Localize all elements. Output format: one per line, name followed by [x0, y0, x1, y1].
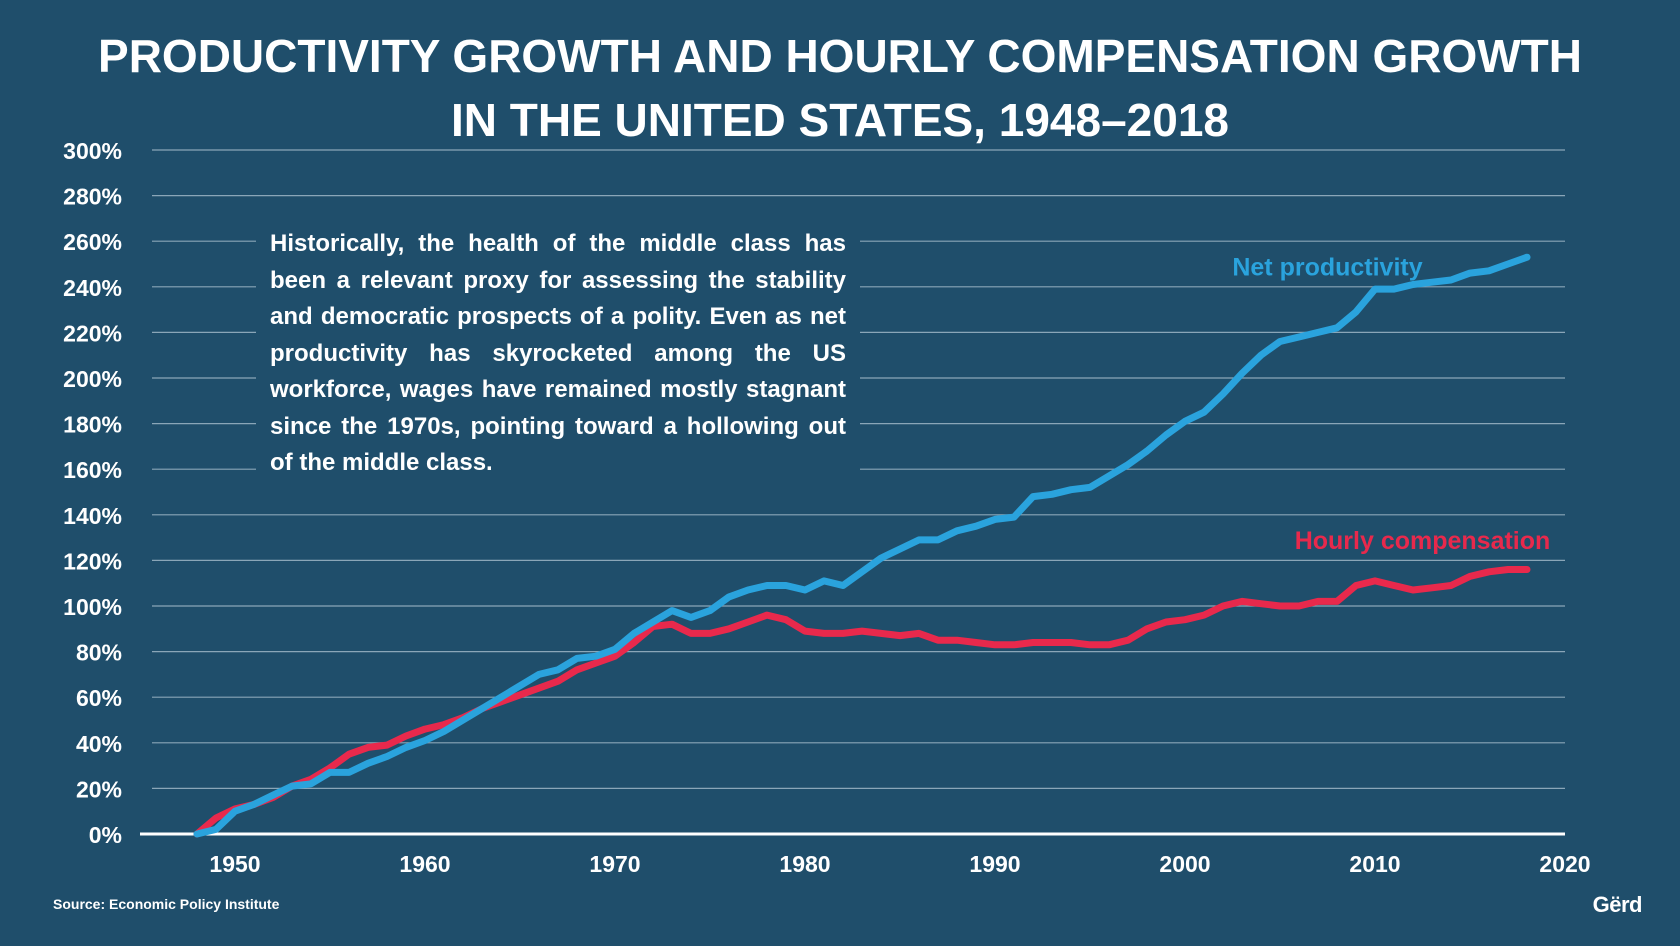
brand-logo: Gërd [1592, 892, 1643, 917]
y-tick-label: 120% [63, 548, 122, 574]
x-tick-label: 1980 [779, 851, 830, 877]
hourly-compensation-label: Hourly compensation [1295, 527, 1551, 555]
net-productivity-line [193, 253, 1531, 838]
x-axis-ticks: 1950 1960 1970 1980 1990 2000 2010 2020 [209, 851, 1590, 877]
x-tick-label: 2000 [1159, 851, 1210, 877]
y-tick-label: 220% [63, 320, 122, 346]
x-tick-label: 1970 [589, 851, 640, 877]
series-lines [193, 253, 1531, 838]
y-tick-label: 280% [63, 184, 122, 210]
annotation-text: Historically, the health of the middle c… [256, 224, 860, 484]
source-note: Source: Economic Policy Institute [53, 896, 280, 912]
x-tick-label: 2020 [1539, 851, 1590, 877]
chart-title-line-1: PRODUCTIVITY GROWTH AND HOURLY COMPENSAT… [98, 30, 1582, 82]
y-tick-label: 40% [76, 731, 122, 757]
chart-title-line-2: IN THE UNITED STATES, 1948–2018 [451, 94, 1229, 146]
y-tick-label: 240% [63, 275, 122, 301]
x-tick-label: 2010 [1349, 851, 1400, 877]
y-tick-label: 160% [63, 457, 122, 483]
x-tick-label: 1990 [969, 851, 1020, 877]
y-tick-label: 260% [63, 229, 122, 255]
series-labels: Net productivity Hourly compensation [1232, 253, 1550, 555]
y-tick-label: 100% [63, 594, 122, 620]
x-tick-label: 1960 [399, 851, 450, 877]
y-tick-label: 60% [76, 685, 122, 711]
y-tick-label: 300% [63, 138, 122, 164]
y-tick-label: 140% [63, 503, 122, 529]
y-tick-label: 20% [76, 776, 122, 802]
y-tick-label: 180% [63, 412, 122, 438]
net-productivity-label: Net productivity [1232, 253, 1422, 281]
y-tick-label: 200% [63, 366, 122, 392]
x-tick-label: 1950 [209, 851, 260, 877]
y-axis-ticks: 0% 20% 40% 60% 80% 100% 120% 140% 160% 180% 200% 22… [63, 138, 122, 848]
y-tick-label: 80% [76, 640, 122, 666]
hourly-compensation-line [193, 566, 1531, 838]
y-tick-label: 0% [89, 822, 122, 848]
